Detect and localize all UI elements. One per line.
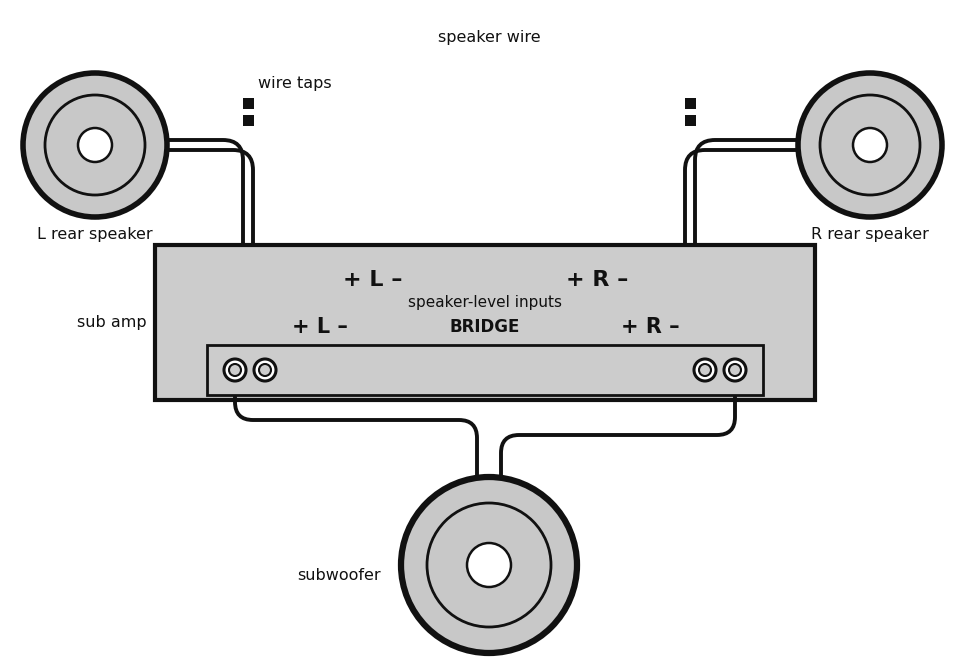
Circle shape [467,543,510,587]
Circle shape [797,73,941,217]
Text: + R –: + R – [566,270,628,290]
Circle shape [427,503,550,627]
Bar [242,98,253,108]
Circle shape [852,128,886,162]
Circle shape [224,359,246,381]
Circle shape [78,128,112,162]
Circle shape [401,477,576,653]
Text: wire taps: wire taps [258,76,331,91]
Text: sub amp: sub amp [77,315,147,330]
Text: + R –: + R – [620,317,679,337]
Text: + L –: + L – [343,270,403,290]
Text: + L –: + L – [292,317,348,337]
Circle shape [259,364,271,376]
Text: subwoofer: subwoofer [297,568,381,582]
Bar [154,245,814,400]
Bar [207,345,762,395]
Bar [242,114,253,126]
Text: R rear speaker: R rear speaker [810,227,928,242]
Bar [684,98,695,108]
Circle shape [45,95,145,195]
Circle shape [694,359,715,381]
Circle shape [254,359,276,381]
Circle shape [229,364,240,376]
Text: L rear speaker: L rear speaker [37,227,152,242]
Bar [684,114,695,126]
Text: BRIDGE: BRIDGE [449,318,520,336]
Text: speaker-level inputs: speaker-level inputs [407,295,562,309]
Circle shape [699,364,710,376]
Text: speaker wire: speaker wire [438,30,539,45]
Circle shape [819,95,919,195]
Circle shape [728,364,741,376]
Circle shape [23,73,167,217]
Circle shape [723,359,745,381]
